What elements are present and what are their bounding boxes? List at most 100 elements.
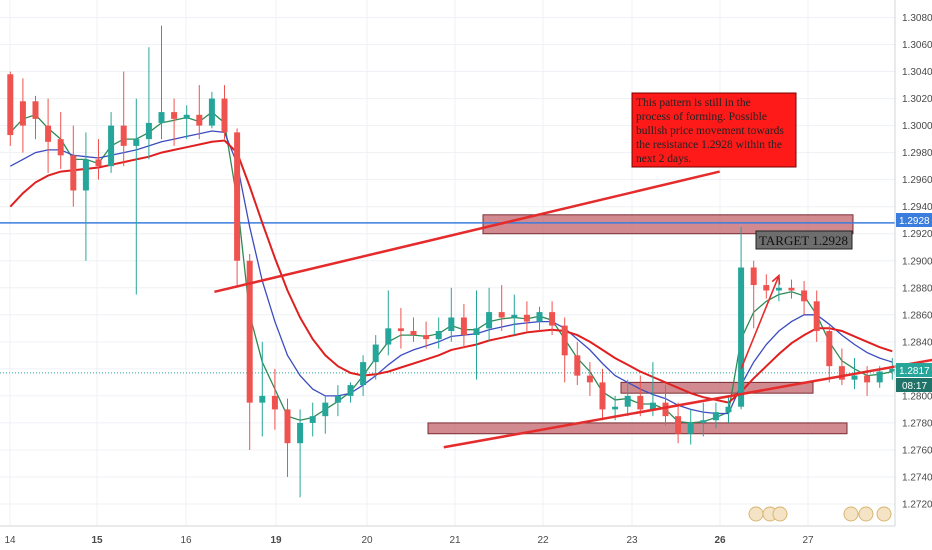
y-tick-label: 1.2740 xyxy=(902,472,932,483)
current-price-tag: 1.2817 08:17 xyxy=(896,363,932,392)
candle-body xyxy=(385,328,392,345)
event-flags-group-1[interactable] xyxy=(748,506,788,522)
candle-body xyxy=(7,74,14,136)
y-tick-label: 1.2720 xyxy=(902,500,932,511)
flag-icon-uk-2[interactable] xyxy=(843,506,859,522)
candle-body xyxy=(889,368,896,372)
annotation-line-5: next 2 days. xyxy=(636,153,691,165)
resistance-price-tag: 1.2928 xyxy=(896,213,932,227)
y-tick-label: 1.2920 xyxy=(902,229,932,240)
candle-body xyxy=(763,285,770,291)
candle-body xyxy=(208,98,215,126)
support-zone-lower xyxy=(427,422,848,435)
candle-body xyxy=(662,402,669,417)
candle-body xyxy=(687,422,694,434)
candle-body xyxy=(284,409,291,444)
candle-body xyxy=(171,112,178,119)
y-tick-label: 1.3000 xyxy=(902,121,932,132)
y-tick-label: 1.2860 xyxy=(902,310,932,321)
annotation-box[interactable]: This pattern is still in the process of … xyxy=(631,92,797,168)
bullish-arrow[interactable] xyxy=(740,273,781,370)
candle-body xyxy=(574,355,581,376)
y-tick-label: 1.2800 xyxy=(902,391,932,402)
resistance-tag-text: 1.2928 xyxy=(899,216,930,227)
candle-body xyxy=(45,125,52,142)
candle-body xyxy=(612,406,619,410)
candle-body xyxy=(523,314,530,322)
candle-body xyxy=(712,412,719,421)
x-tick-label: 19 xyxy=(270,535,282,546)
resistance-tag-bg xyxy=(896,213,932,227)
candle-body xyxy=(473,328,480,336)
countdown-tag-text: 08:17 xyxy=(902,381,927,392)
candle-body xyxy=(675,416,682,434)
candle-body xyxy=(788,287,795,291)
candlesticks xyxy=(7,25,896,498)
candle-body xyxy=(637,395,644,410)
target-label-box[interactable]: TARGET 1.2928 xyxy=(755,230,853,250)
price-axis[interactable]: 1.3080 1.3060 1.3040 1.3020 1.3000 1.2980 1.29… xyxy=(902,13,932,511)
y-tick-label: 1.3060 xyxy=(902,40,932,51)
candle-body xyxy=(586,375,593,383)
candle-body xyxy=(838,366,845,380)
candle-body xyxy=(448,317,455,332)
candle-body xyxy=(334,395,341,403)
candle-body xyxy=(259,395,266,403)
candle-body xyxy=(95,159,102,167)
candle-body xyxy=(196,114,203,126)
candle-body xyxy=(297,422,304,444)
candle-body xyxy=(801,290,808,302)
candle-body xyxy=(725,406,732,413)
x-tick-label: 22 xyxy=(537,535,549,546)
x-tick-label: 27 xyxy=(802,535,814,546)
upper-trendline xyxy=(214,170,720,294)
candle-body xyxy=(599,382,606,410)
trendlines[interactable] xyxy=(214,170,932,449)
flag-icon-us-3[interactable] xyxy=(858,506,874,522)
y-tick-label: 1.2780 xyxy=(902,418,932,429)
flag-icon-us-4[interactable] xyxy=(876,506,892,522)
y-tick-label: 1.2940 xyxy=(902,202,932,213)
arrow-head xyxy=(771,273,781,285)
candle-body xyxy=(19,101,26,126)
countdown-tag-bg xyxy=(896,378,932,392)
candle-body xyxy=(120,125,127,146)
candle-body xyxy=(511,314,518,318)
candle-body xyxy=(738,267,745,407)
current-price-tag-text: 1.2817 xyxy=(899,366,930,377)
y-tick-label: 1.2980 xyxy=(902,148,932,159)
candle-body xyxy=(864,375,871,383)
x-tick-label: 20 xyxy=(361,535,373,546)
candle-body xyxy=(158,112,165,123)
x-tick-label: 15 xyxy=(91,535,103,546)
candle-body xyxy=(347,385,354,396)
x-tick-label: 23 xyxy=(626,535,638,546)
candle-body xyxy=(70,155,77,191)
support-zone-upper xyxy=(620,381,814,394)
time-axis[interactable]: 14 15 16 19 20 21 22 23 26 27 xyxy=(4,535,814,546)
resistance-zone xyxy=(482,214,854,235)
candle-body xyxy=(549,312,556,326)
x-tick-label: 16 xyxy=(180,535,192,546)
y-tick-label: 1.3020 xyxy=(902,94,932,105)
candle-body xyxy=(876,371,883,383)
candle-body xyxy=(851,375,858,380)
candle-body xyxy=(133,139,140,146)
lower-trendline xyxy=(443,358,932,449)
event-flags-group-2[interactable] xyxy=(843,506,892,522)
arrow-shaft xyxy=(740,275,780,370)
y-tick-label: 1.2960 xyxy=(902,175,932,186)
annotation-line-3: bullish price movement towards xyxy=(636,125,784,137)
flag-icon-us-2[interactable] xyxy=(772,506,788,522)
flag-icon-uk[interactable] xyxy=(748,506,764,522)
candle-body xyxy=(271,395,278,410)
annotation-line-4: the resistance 1.2928 within the xyxy=(636,139,782,151)
candle-body xyxy=(397,328,404,332)
candle-body xyxy=(221,98,228,133)
candle-body xyxy=(309,416,316,423)
candle-body xyxy=(460,317,467,336)
candle-body xyxy=(410,331,417,336)
current-price-tag-bg xyxy=(896,363,932,377)
candle-body xyxy=(624,395,631,407)
